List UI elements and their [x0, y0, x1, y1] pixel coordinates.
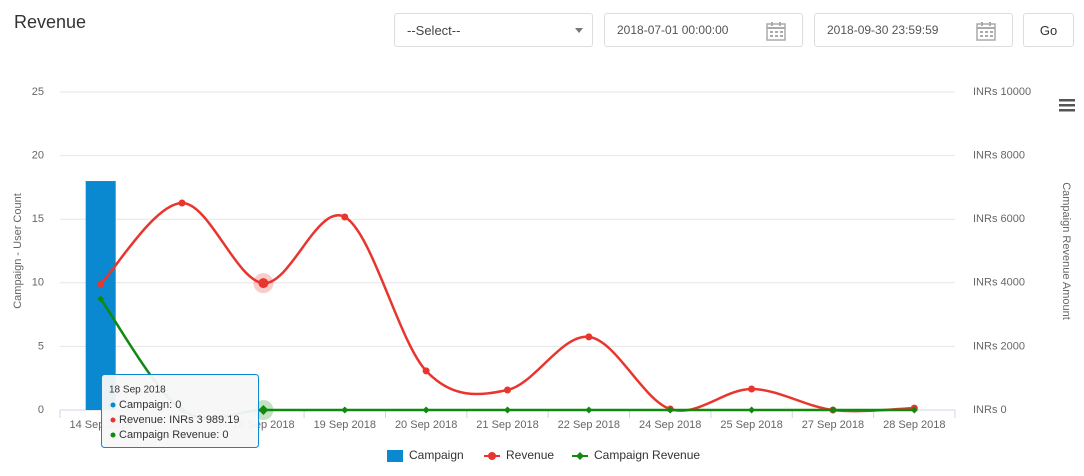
x-tick-label: 25 Sep 2018 — [720, 419, 782, 431]
legend-item[interactable]: Revenue — [484, 448, 554, 462]
marker — [97, 280, 105, 288]
date-text: 2018-09-30 23:59:59 — [827, 23, 939, 37]
x-tick-label: 19 Sep 2018 — [314, 419, 376, 431]
x-tick-label: 28 Sep 2018 — [883, 419, 945, 431]
select[interactable]: --Select-- — [394, 13, 593, 47]
marker — [504, 386, 511, 394]
marker — [422, 406, 430, 414]
marker — [178, 199, 186, 207]
marker — [341, 406, 349, 414]
marker — [258, 278, 269, 289]
tooltip-line: Campaign: 0 — [119, 399, 181, 411]
date-text: 2018-07-01 00:00:00 — [617, 23, 729, 37]
y-tick-label: 25 — [32, 86, 44, 98]
y2-tick-label: INRs 2000 — [973, 340, 1025, 352]
legend-item[interactable]: Campaign — [387, 448, 464, 462]
legend-label: Campaign Revenue — [594, 448, 700, 462]
x-tick-label: 27 Sep 2018 — [802, 419, 864, 431]
caret — [575, 28, 583, 33]
tooltip-dot — [110, 417, 116, 423]
y-tick-label: 20 — [32, 150, 44, 162]
x-tick-label: 22 Sep 2018 — [558, 419, 620, 431]
end-date[interactable]: 2018-09-30 23:59:59 — [814, 13, 1013, 47]
legend-symbol — [387, 450, 403, 462]
tooltip: 18 Sep 2018 Campaign: 0 Revenue: INRs 3 98… — [101, 374, 259, 448]
y2-axis-title: Campaign Revenue Amount — [1060, 182, 1072, 320]
legend-item[interactable]: Campaign Revenue — [572, 448, 700, 462]
marker — [97, 295, 105, 303]
marker — [258, 405, 269, 415]
y2-tick-label: INRs 10000 — [973, 86, 1031, 98]
y-tick-label: 5 — [38, 340, 44, 352]
line — [99, 201, 915, 413]
marker — [422, 367, 430, 375]
marker — [585, 406, 593, 414]
menu-icon[interactable] — [1059, 99, 1075, 112]
marker — [748, 385, 756, 393]
y-tick-label: 0 — [38, 404, 44, 416]
page-title: Revenue — [14, 12, 87, 32]
tooltip-dot — [110, 402, 116, 408]
tooltip-line: Campaign Revenue: 0 — [119, 429, 228, 441]
y2-tick-label: INRs 4000 — [973, 277, 1025, 289]
marker — [504, 406, 511, 414]
tooltip-dot — [110, 432, 116, 438]
marker — [666, 406, 674, 414]
start-date[interactable]: 2018-07-01 00:00:00 — [604, 13, 803, 47]
x-tick-label: 21 Sep 2018 — [476, 419, 538, 431]
y-tick-label: 10 — [32, 277, 44, 289]
marker — [910, 406, 918, 414]
y2-tick-label: INRs 6000 — [973, 213, 1025, 225]
tooltip-line: Revenue: INRs 3 989.19 — [119, 414, 239, 426]
marker — [748, 406, 756, 414]
legend-symbol — [488, 452, 496, 460]
y2-tick-label: INRs 8000 — [973, 150, 1025, 162]
y2-tick-label: INRs 0 — [973, 404, 1007, 416]
legend-label: Campaign — [409, 448, 464, 462]
tooltip-title: 18 Sep 2018 — [109, 385, 166, 396]
marker — [585, 333, 593, 341]
x-tick-label: 24 Sep 2018 — [639, 419, 701, 431]
marker — [829, 406, 837, 414]
calendar-icon — [766, 22, 786, 41]
go-button[interactable]: Go — [1023, 13, 1074, 47]
y-axis-title: Campaign - User Count — [12, 193, 24, 309]
x-tick-label: 20 Sep 2018 — [395, 419, 457, 431]
marker — [341, 213, 349, 221]
y-tick-label: 15 — [32, 213, 44, 225]
tooltip-box — [101, 374, 259, 448]
select-text: --Select-- — [407, 22, 461, 38]
legend-label: Revenue — [506, 448, 554, 462]
legend-symbol — [576, 452, 584, 460]
calendar-icon — [976, 22, 996, 41]
